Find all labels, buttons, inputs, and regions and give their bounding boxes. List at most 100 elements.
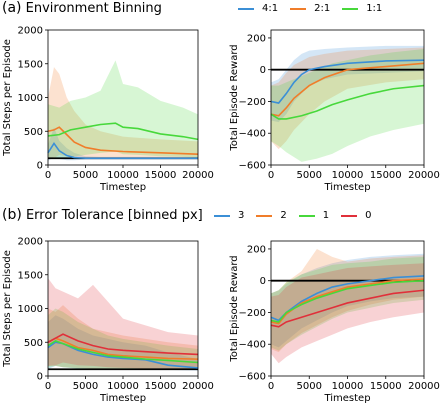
chart1-ytick-label: 1500 <box>18 59 43 70</box>
chart1-xtick-label: 20000 <box>182 170 214 181</box>
b-legend-item: 2 <box>256 210 287 221</box>
chart2-xtick-label: 0 <box>268 170 274 181</box>
chart4-ytick-label: −600 <box>239 372 266 383</box>
chart2-xtick-label: 10000 <box>332 170 364 181</box>
chart4-xtick-label: 15000 <box>370 381 402 392</box>
a-legend-label: 4:1 <box>262 3 279 14</box>
panel-b-title-text: Error Tolerance [binned px] <box>25 208 203 223</box>
chart2-band-2:1 <box>271 47 424 150</box>
a-legend-swatch <box>290 7 307 10</box>
chart1-xtick-label: 15000 <box>145 170 177 181</box>
chart3-band-1 <box>48 308 198 370</box>
b-legend-item: 3 <box>214 210 244 221</box>
chart1-band-2:1 <box>48 67 198 159</box>
chart2-xtick-label: 15000 <box>370 170 402 181</box>
chart4-series-2 <box>270 278 425 325</box>
chart1-ytick-label: 500 <box>24 127 43 138</box>
a-legend-item: 2:1 <box>290 3 330 14</box>
chart3-xtick-label: 20000 <box>182 381 214 392</box>
chart3-ylabel: Total Steps per Episode <box>2 250 13 368</box>
panel-a-title-text: Environment Binning <box>25 1 162 16</box>
chart2-ytick-label: −200 <box>239 97 266 108</box>
chart4-xtick-label: 0 <box>268 381 274 392</box>
chart4-xtick-label: 20000 <box>408 381 440 392</box>
chart3-band-3 <box>48 315 198 371</box>
chart3-ytick-label: 2000 <box>18 237 43 248</box>
panel-a-tag: (a) <box>2 0 22 16</box>
chart3-xtick-label: 0 <box>45 381 51 392</box>
chart4-ytick-label: 200 <box>247 244 266 255</box>
chart1-ytick-label: 0 <box>37 161 43 172</box>
a-legend-item: 1:1 <box>342 3 382 14</box>
chart4-ytick-label: 0 <box>260 276 266 287</box>
chart3-band-0 <box>48 278 198 370</box>
a-legend-swatch <box>238 7 254 10</box>
chart1-xtick-label: 10000 <box>107 170 139 181</box>
chart4-ytick-label: −200 <box>239 308 266 319</box>
chart3-xtick-label: 5000 <box>73 381 98 392</box>
a-legend-label: 2:1 <box>314 3 331 14</box>
chart4-band-2 <box>271 248 424 353</box>
b-legend-label: 1 <box>322 210 330 221</box>
chart2-band-1:1 <box>271 49 424 162</box>
panel-b-tag: (b) <box>2 207 22 223</box>
chart4-xlabel: Timestep <box>323 393 370 404</box>
chart3-ytick-label: 0 <box>37 372 43 383</box>
b-legend-label: 3 <box>238 210 245 221</box>
chart1-series-1:1 <box>47 122 199 141</box>
chart3-ytick-label: 1000 <box>18 304 43 315</box>
chart2-xtick-label: 20000 <box>408 170 440 181</box>
chart4-series-1 <box>270 279 425 323</box>
b-legend-item: 0 <box>341 210 372 221</box>
chart2-ytick-label: −600 <box>239 161 266 172</box>
b-legend-swatch <box>298 214 315 217</box>
chart4-ylabel: Total Episode Reward <box>229 255 240 362</box>
chart2-ytick-label: 0 <box>260 65 266 76</box>
chart4-band-3 <box>271 253 424 348</box>
chart3-series-0 <box>47 333 199 356</box>
panel-a-title: (a) Environment Binning <box>2 0 162 16</box>
chart2-xtick-label: 5000 <box>297 170 322 181</box>
panel-b-title: (b) Error Tolerance [binned px] <box>2 207 203 223</box>
chart1-xtick-label: 5000 <box>73 170 98 181</box>
b-legend-swatch <box>256 214 273 217</box>
chart2-xlabel: Timestep <box>323 182 370 193</box>
chart3-series-2 <box>47 337 199 360</box>
legend-b: 3 2 1 0 <box>214 210 384 221</box>
chart1-xtick-label: 0 <box>45 170 51 181</box>
chart1-band-1:1 <box>48 60 198 159</box>
chart1-xlabel: Timestep <box>99 182 146 193</box>
chart3-series-1 <box>47 340 199 364</box>
chart2-series-2:1 <box>270 62 425 117</box>
b-legend-swatch <box>214 214 230 217</box>
chart1-ytick-label: 2000 <box>18 26 43 37</box>
b-legend-swatch <box>341 214 358 217</box>
b-legend-label: 0 <box>365 210 372 221</box>
chart2-series-4:1 <box>270 59 425 104</box>
chart1-series-2:1 <box>47 126 199 155</box>
chart2-ylabel: Total Episode Reward <box>229 44 240 151</box>
a-legend-item: 4:1 <box>238 3 278 14</box>
chart2-ytick-label: 200 <box>247 33 266 44</box>
chart4-ytick-label: −400 <box>239 340 266 351</box>
chart4-band-0 <box>271 263 424 364</box>
chart1-ytick-label: 1000 <box>18 93 43 104</box>
chart3-xtick-label: 15000 <box>145 381 177 392</box>
chart4-series-0 <box>270 289 425 328</box>
chart4-xtick-label: 10000 <box>332 381 364 392</box>
legend-a: 4:1 2:1 1:1 <box>238 3 394 14</box>
chart1-series-4:1 <box>47 141 198 160</box>
chart3-ytick-label: 500 <box>24 338 43 349</box>
chart3-ytick-label: 1500 <box>18 270 43 281</box>
b-legend-item: 1 <box>298 210 330 221</box>
chart3-xlabel: Timestep <box>99 393 146 404</box>
chart2-ytick-label: −400 <box>239 129 266 140</box>
chart1-ylabel: Total Steps per Episode <box>2 39 13 157</box>
b-legend-label: 2 <box>280 210 287 221</box>
a-legend-swatch <box>342 7 359 10</box>
chart4-xtick-label: 5000 <box>297 381 322 392</box>
chart2-band-4:1 <box>271 45 424 123</box>
a-legend-label: 1:1 <box>366 3 383 14</box>
chart2-series-1:1 <box>270 84 425 120</box>
